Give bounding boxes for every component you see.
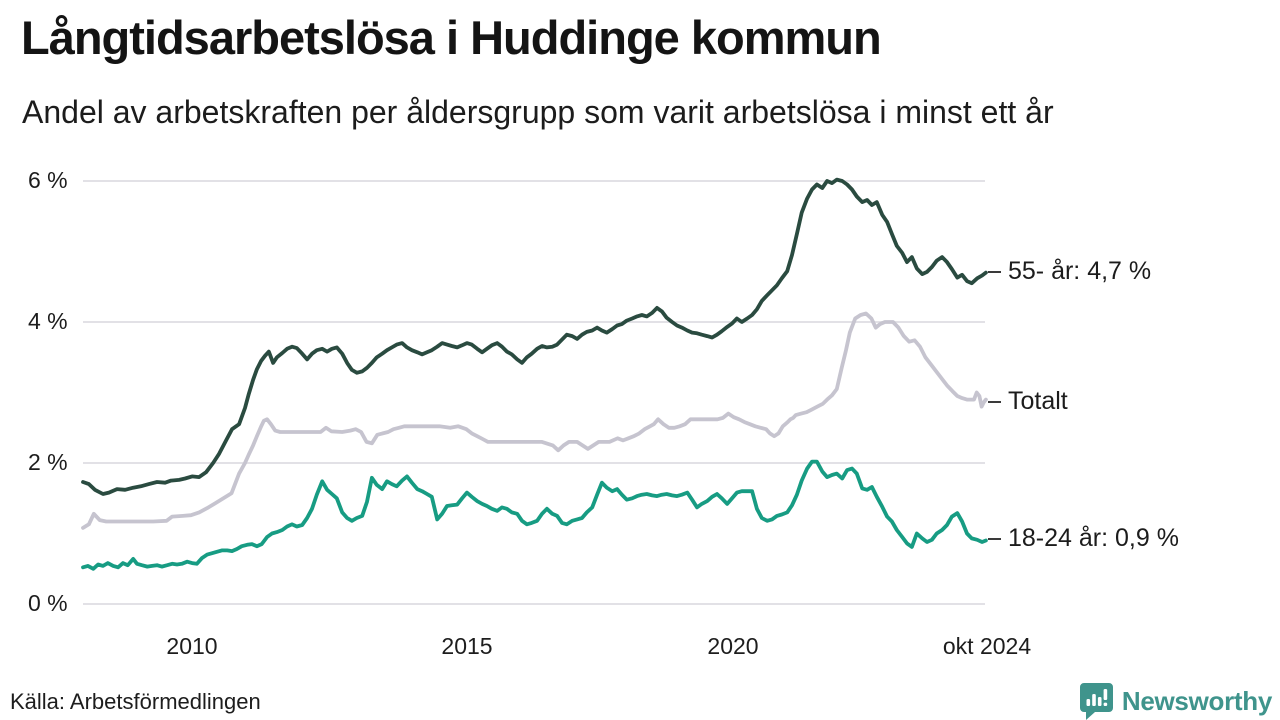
- y-axis-tick-0: 0 %: [28, 590, 68, 616]
- series-line-1: [81, 311, 988, 530]
- series-end-label-55: 55- år: 4,7 %: [988, 257, 1151, 286]
- x-axis-tick-okt-2024: okt 2024: [942, 633, 1032, 659]
- x-axis-tick-2015: 2015: [441, 633, 493, 659]
- series-line-0: [81, 177, 988, 496]
- newsworthy-wordmark: Newsworthy: [1121, 685, 1272, 716]
- newsworthy-brand: Newsworthy: [1079, 682, 1272, 720]
- y-axis-tick-6: 6 %: [28, 167, 68, 193]
- label-tick-dash: [988, 537, 1001, 540]
- chart-subtitle: Andel av arbetskraften per åldersgrupp s…: [22, 94, 1054, 130]
- series-end-label-totalt: Totalt: [988, 387, 1068, 416]
- series-end-label-text: Totalt: [1008, 387, 1068, 415]
- x-axis-tick-2020: 2020: [707, 633, 759, 659]
- source-credit: Källa: Arbetsförmedlingen: [10, 689, 261, 714]
- y-axis-tick-4: 4 %: [28, 308, 68, 334]
- series-line-2: [81, 459, 988, 571]
- label-tick-dash: [988, 270, 1001, 273]
- newsworthy-logo-icon: [1079, 683, 1113, 720]
- label-tick-dash: [988, 400, 1001, 403]
- series-end-label-text: 18-24 år: 0,9 %: [1008, 524, 1179, 552]
- series-end-label-18-24: 18-24 år: 0,9 %: [988, 524, 1179, 553]
- x-axis-tick-2010: 2010: [166, 633, 218, 659]
- series-end-label-text: 55- år: 4,7 %: [1008, 257, 1152, 285]
- page-title: Långtidsarbetslösa i Huddinge kommun: [21, 11, 882, 64]
- y-axis-tick-2: 2 %: [28, 449, 68, 475]
